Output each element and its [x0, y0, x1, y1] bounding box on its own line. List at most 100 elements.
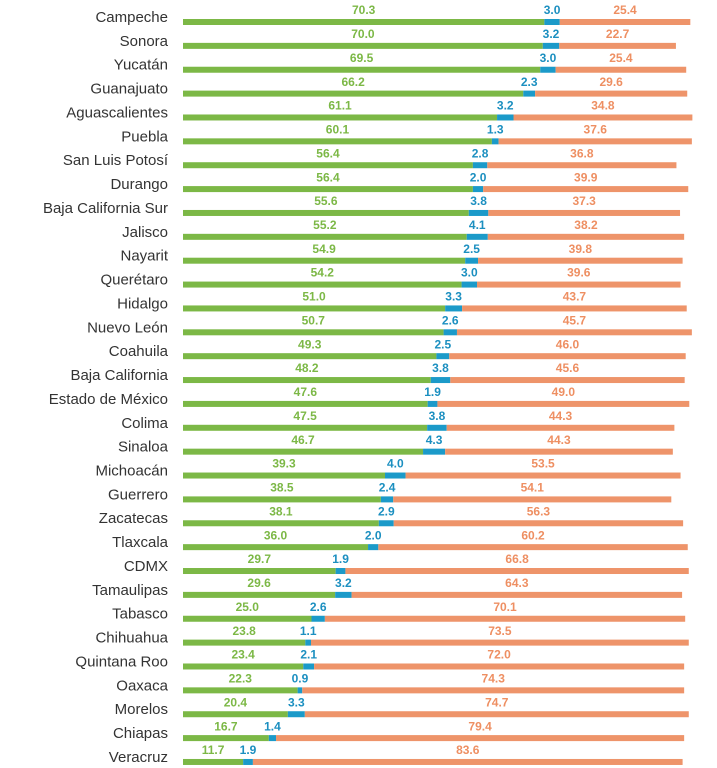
value-label: 37.3 [572, 194, 596, 208]
value-label: 3.8 [429, 409, 446, 423]
value-label: 64.3 [505, 576, 529, 590]
category-label: Veracruz [109, 749, 168, 766]
value-label: 3.2 [497, 99, 514, 113]
category-label: Estado de México [49, 391, 168, 408]
value-label: 66.8 [505, 552, 529, 566]
bar-segment [483, 186, 689, 193]
category-label: Morelos [115, 701, 168, 718]
bar-segment [443, 329, 457, 336]
value-label: 25.4 [609, 51, 633, 65]
bar-segment [542, 42, 560, 49]
category-label: Durango [110, 176, 168, 193]
bar-segment [430, 377, 451, 384]
category-label: Guerrero [108, 486, 168, 503]
value-label: 48.2 [295, 361, 319, 375]
category-label: Coahuila [109, 343, 169, 360]
bar-segment [268, 735, 277, 742]
bar-segment [488, 209, 681, 216]
value-label: 1.9 [424, 385, 441, 399]
bar-segment [303, 663, 315, 670]
value-label: 3.0 [540, 51, 557, 65]
bar-segment [183, 209, 469, 216]
bar-segment [276, 735, 685, 742]
bar-segment [445, 305, 463, 312]
bar-segment [297, 687, 303, 694]
value-label: 79.4 [468, 719, 492, 733]
value-label: 73.5 [488, 624, 512, 638]
value-label: 1.9 [240, 743, 257, 757]
category-label: Guanajuato [90, 81, 168, 98]
value-label: 29.6 [247, 576, 271, 590]
value-label: 22.7 [606, 27, 630, 41]
bar-segment [183, 186, 473, 193]
bar-segment [243, 758, 253, 765]
value-label: 4.0 [387, 457, 404, 471]
bar-segment [183, 568, 336, 575]
bar-segment [427, 424, 447, 431]
value-label: 2.6 [442, 313, 459, 327]
category-label: Quintana Roo [75, 653, 168, 670]
value-label: 55.6 [314, 194, 338, 208]
value-label: 46.0 [556, 337, 580, 351]
category-label: Sonora [120, 33, 169, 50]
bar-segment [437, 400, 690, 407]
bar-segment [335, 568, 346, 575]
value-label: 45.7 [563, 313, 587, 327]
category-label: Hidalgo [117, 295, 168, 312]
category-label: Jalisco [122, 224, 168, 241]
bar-segment [487, 233, 685, 240]
bar-segment [559, 19, 691, 25]
bar-segment [378, 520, 394, 527]
bar-segment [183, 615, 312, 622]
value-label: 1.1 [300, 624, 317, 638]
bar-segment [523, 90, 536, 97]
value-label: 36.0 [264, 528, 288, 542]
value-label: 44.3 [547, 433, 571, 447]
bar-segment [446, 424, 675, 431]
value-label: 61.1 [328, 99, 352, 113]
value-label: 2.8 [472, 146, 489, 160]
value-label: 3.2 [335, 576, 352, 590]
bar-segment [183, 735, 269, 742]
value-label: 2.9 [378, 504, 395, 518]
value-label: 2.1 [300, 648, 317, 662]
value-label: 39.6 [567, 266, 591, 280]
bar-segment [183, 257, 466, 264]
bar-segment [183, 591, 336, 598]
value-label: 70.3 [352, 3, 376, 17]
value-label: 39.8 [569, 242, 593, 256]
value-label: 74.7 [485, 695, 509, 709]
category-label: Sinaloa [118, 439, 169, 456]
value-label: 2.5 [463, 242, 480, 256]
value-label: 2.3 [521, 75, 538, 89]
bar-segment [468, 209, 489, 216]
bar-segment [462, 305, 687, 312]
bar-segment [335, 591, 352, 598]
bar-segment [183, 19, 545, 25]
category-label: Chihuahua [95, 630, 168, 647]
bar-segment [183, 639, 306, 646]
bar-segment [183, 758, 244, 765]
value-label: 3.2 [543, 27, 560, 41]
value-label: 38.5 [270, 481, 294, 495]
bar-segment [368, 544, 379, 551]
category-label: Puebla [121, 128, 168, 145]
bar-segment [183, 329, 444, 336]
bar-segment [183, 377, 431, 384]
category-label: Campeche [95, 9, 168, 26]
value-label: 2.4 [379, 481, 396, 495]
value-label: 46.7 [291, 433, 315, 447]
value-label: 54.2 [311, 266, 335, 280]
value-label: 39.3 [272, 457, 296, 471]
bar-segment [423, 448, 446, 455]
value-label: 49.0 [552, 385, 576, 399]
value-label: 29.7 [248, 552, 272, 566]
value-label: 29.6 [599, 75, 623, 89]
value-label: 37.6 [584, 123, 608, 137]
bar-segment [491, 138, 499, 145]
value-label: 66.2 [341, 75, 365, 89]
bar-segment [183, 90, 524, 97]
value-label: 47.6 [294, 385, 318, 399]
bar-segment [456, 329, 692, 336]
